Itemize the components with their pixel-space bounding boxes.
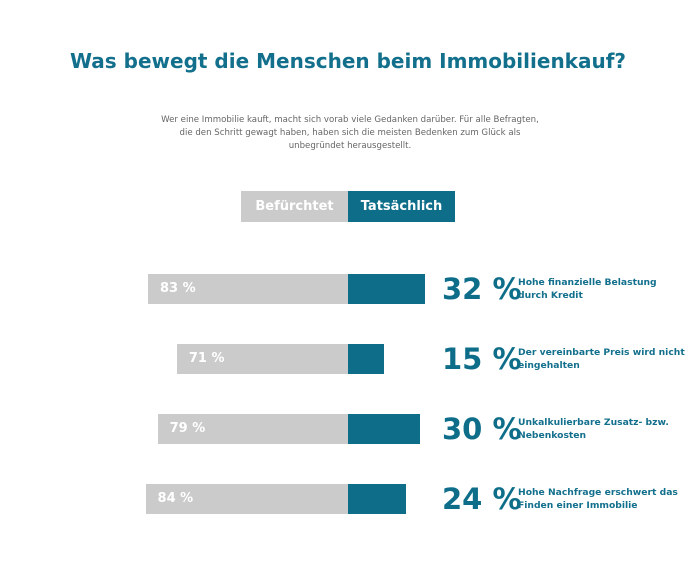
legend-befuerchtet: Befürchtet — [241, 191, 348, 222]
bar-tatsaechlich — [348, 344, 385, 374]
category-label: Unkalkulierbare Zusatz- bzw. Nebenkosten — [518, 417, 669, 441]
label-tatsaechlich: 24 % — [442, 482, 522, 516]
bar-befuerchtet — [157, 414, 348, 444]
label-tatsaechlich: 32 % — [442, 272, 522, 306]
label-befuerchtet: 84 % — [157, 491, 194, 506]
label-befuerchtet: 83 % — [159, 281, 196, 296]
label-tatsaechlich: 15 % — [442, 342, 522, 376]
bar-tatsaechlich — [348, 414, 421, 444]
chart-title: Was bewegt die Menschen beim Immobilienk… — [69, 49, 627, 73]
bar-befuerchtet — [147, 274, 348, 304]
chart-subtitle: Wer eine Immobilie kauft, macht sich vor… — [161, 115, 539, 151]
label-befuerchtet: 71 % — [188, 351, 225, 366]
category-label: Hohe finanzielle Belastung durch Kredit — [518, 277, 657, 301]
category-label: Hohe Nachfrage erschwert das Finden eine… — [518, 487, 678, 511]
category-label: Der vereinbarte Preis wird nicht eingeha… — [518, 347, 685, 371]
bar-befuerchtet — [176, 344, 348, 374]
legend-tatsaechlich: Tatsächlich — [348, 191, 455, 222]
bar-tatsaechlich — [348, 274, 426, 304]
label-tatsaechlich: 30 % — [442, 412, 522, 446]
bar-tatsaechlich — [348, 484, 406, 514]
bar-befuerchtet — [145, 484, 348, 514]
label-befuerchtet: 79 % — [169, 421, 206, 436]
